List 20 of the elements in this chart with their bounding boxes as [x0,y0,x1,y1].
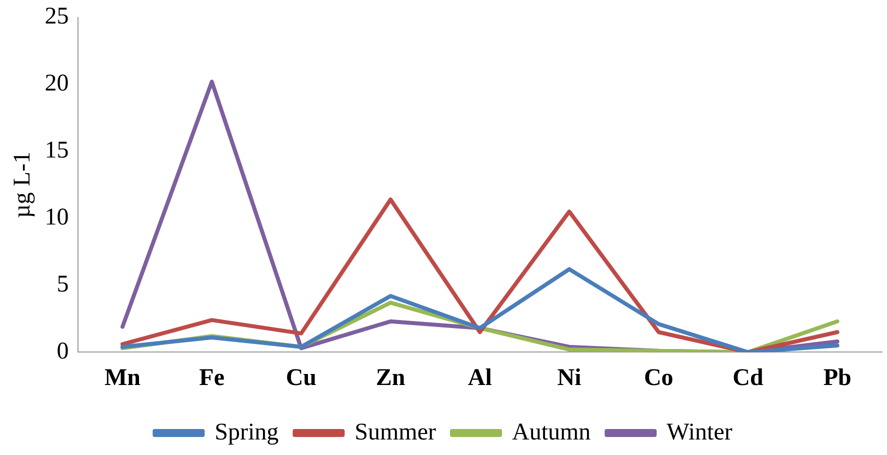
y-tick-label: 0 [56,338,69,364]
y-tick-label: 20 [44,70,69,97]
x-tick-label: Mn [104,364,140,391]
x-tick-label: Cu [286,364,317,391]
legend-label: Autumn [512,419,591,446]
y-tick-label: 10 [44,204,69,231]
x-tick-label: Pb [823,364,852,391]
x-tick-label: Al [468,364,492,391]
x-tick-label: Co [644,364,674,391]
legend-label: Winter [666,419,732,446]
legend-label: Summer [354,419,436,446]
x-tick-label: Cd [732,364,764,391]
x-tick-label: Ni [557,364,582,391]
x-tick-label: Zn [376,364,406,391]
y-tick-label: 25 [44,4,69,30]
y-tick-label: 5 [56,272,69,298]
legend-label: Spring [214,419,279,446]
x-tick-label: Fe [199,364,225,391]
y-tick-label: 15 [44,138,69,164]
y-axis-title: µg L-1 [10,152,36,218]
